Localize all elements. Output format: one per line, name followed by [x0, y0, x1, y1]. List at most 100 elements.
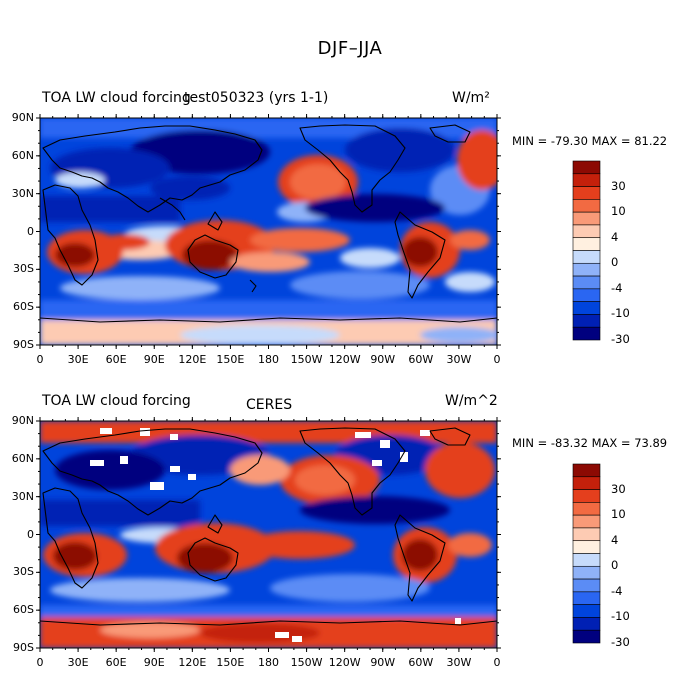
panel2-lon-label: 120W: [328, 656, 361, 669]
panel2-colorbar-box: [572, 629, 601, 644]
panel2-colorbar-label: -4: [611, 583, 623, 598]
panel2-field: [40, 421, 497, 648]
panel2-colorbar-box: [572, 527, 601, 542]
panel1-colorbar-box: [572, 224, 601, 239]
panel1-colorbar-label: 0: [611, 255, 619, 270]
panel2-lon-label: 0: [493, 656, 501, 669]
panel1-lon-label: 0: [36, 353, 44, 366]
panel1-field: [40, 118, 497, 345]
panel1-colorbar-label: -30: [611, 332, 630, 346]
panel1-lon-label: 30W: [446, 353, 472, 366]
panel2-lon-label: 90W: [370, 656, 396, 669]
panel1-colorbar-box: [572, 326, 601, 341]
panel1-title-left: TOA LW cloud forcing: [42, 90, 191, 106]
panel2-lat-label: 90S: [13, 641, 34, 654]
panel2-missing-data: [90, 428, 461, 642]
panel2-colorbar-label: 0: [611, 558, 619, 573]
panel1-colorbar-label: 30: [611, 178, 626, 193]
panel1-lon-label: 30E: [67, 353, 89, 366]
panel1-lon-label: 90W: [370, 353, 396, 366]
panel1-title-center: test050323 (yrs 1-1): [184, 90, 329, 106]
panel1-lat-label: 0: [27, 224, 34, 238]
panel1-lon-label: 60E: [105, 353, 127, 366]
panel1-minmax: MIN = -79.30 MAX = 81.22: [512, 134, 668, 148]
panel2-colorbar-label: -30: [611, 635, 630, 649]
panel1-coastlines: [40, 124, 497, 323]
panel1-lon-label: 120W: [328, 353, 361, 366]
panel2-lon-label: 90E: [143, 656, 165, 669]
panel1-colorbar-box: [572, 250, 601, 264]
panel2-map: [40, 421, 497, 648]
panel1-colorbar-box: [572, 288, 601, 302]
panel2-colorbar-box: [572, 578, 601, 593]
panel1-lat-label: 60N: [11, 148, 34, 162]
panel2-colorbar-box: [572, 591, 601, 605]
panel2-title-left: TOA LW cloud forcing: [42, 393, 191, 409]
panel1-colorbar-box: [572, 211, 601, 226]
panel2-colorbar-box: [572, 565, 601, 580]
panel2-lat-label: 0: [27, 527, 34, 541]
panel2-minmax: MIN = -83.32 MAX = 73.89: [512, 436, 668, 450]
panel2-colorbar-box: [572, 502, 601, 516]
panel2-colorbar-box: [572, 553, 601, 567]
panel2-lat-label: 60N: [11, 451, 34, 465]
colorbars: [572, 160, 601, 644]
panel2-colorbar-box: [572, 514, 601, 529]
panel2-lon-label: 30E: [67, 656, 89, 669]
panel2-lat-label: 30S: [13, 565, 34, 579]
panel2-lon-label: 150W: [290, 656, 323, 669]
panel2-colorbar-label: -10: [611, 609, 630, 624]
panel1-colorbar-box: [572, 301, 601, 315]
panel1-colorbar-label: -4: [611, 280, 623, 295]
panel1-lon-label: 120E: [178, 353, 207, 366]
panel1-units: W/m²: [452, 90, 490, 106]
panel1-colorbar-box: [572, 160, 601, 175]
panel2-lon-label: 60W: [408, 656, 434, 669]
panel2-colorbar-box: [572, 489, 601, 503]
panel1-lon-label: 0: [493, 353, 501, 366]
panel1-lat-label: 60S: [13, 300, 34, 314]
panel1-lat-label: 90N: [11, 111, 34, 124]
panel1-lon-label: 150W: [290, 353, 323, 366]
panel1-lat-label: 30N: [11, 186, 34, 200]
panel2-colorbar-box: [572, 540, 601, 554]
panel1-colorbar-box: [572, 186, 601, 200]
panel1-colorbar-box: [572, 314, 601, 328]
panel1-lon-label: 90E: [143, 353, 165, 366]
panel2-lon-label: 30W: [446, 656, 472, 669]
panel2-colorbar-box: [572, 604, 601, 618]
panel1-colorbar-label: -10: [611, 306, 630, 321]
panel1-colorbar-box: [572, 199, 601, 213]
panel2-lat-label: 90N: [11, 414, 34, 427]
panel2-colorbar-label: 10: [611, 507, 626, 522]
main-title: DJF–JJA: [317, 38, 383, 59]
panel2-colorbar-label: 30: [611, 481, 626, 496]
axis-ticks: [36, 114, 501, 652]
panel1-map: [40, 118, 497, 345]
panel2-lon-label: 60E: [105, 656, 127, 669]
panel1-lon-label: 150E: [216, 353, 245, 366]
panel1-colorbar-box: [572, 173, 601, 187]
panel2-lon-label: 120E: [178, 656, 207, 669]
panel1-colorbar-label: 4: [611, 229, 619, 244]
panel1-colorbar-box: [572, 237, 601, 251]
panel1-lon-label: 60W: [408, 353, 434, 366]
panel2-lat-label: 30N: [11, 489, 34, 503]
panel1-lat-label: 30S: [13, 262, 34, 276]
panel2-lon-label: 150E: [216, 656, 245, 669]
panel1-lat-label: 90S: [13, 338, 34, 351]
panel2-lon-label: 180: [258, 656, 279, 669]
panel2-colorbar-label: 4: [611, 532, 619, 547]
panel2-lon-label: 0: [36, 656, 44, 669]
panel2-lat-label: 60S: [13, 603, 34, 617]
panel2-colorbar-box: [572, 476, 601, 490]
panel2-coastlines: [40, 427, 497, 626]
panel2-colorbar-box: [572, 463, 601, 478]
panel2-colorbar-box: [572, 617, 601, 631]
panel1-lon-label: 180: [258, 353, 279, 366]
panel1-colorbar-label: 10: [611, 204, 626, 219]
panel1-colorbar-box: [572, 275, 601, 290]
panel1-colorbar-box: [572, 262, 601, 277]
panel2-units: W/m^2: [445, 393, 498, 409]
